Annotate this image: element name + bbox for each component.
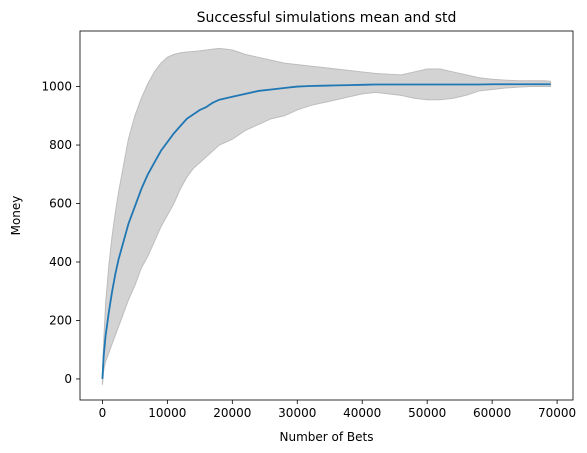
- x-tick-label: 40000: [343, 406, 381, 420]
- y-tick-label: 0: [64, 372, 72, 386]
- y-tick-label: 1000: [41, 80, 72, 94]
- x-tick-label: 0: [99, 406, 107, 420]
- y-axis-label: Money: [9, 196, 23, 236]
- y-axis: 0 200 400 600 800 1000: [41, 80, 80, 386]
- x-tick-label: 60000: [473, 406, 511, 420]
- x-tick-label: 70000: [538, 406, 576, 420]
- y-tick-label: 200: [49, 313, 72, 327]
- y-tick-label: 800: [49, 138, 72, 152]
- x-axis-label: Number of Bets: [280, 430, 374, 444]
- y-tick-label: 600: [49, 197, 72, 211]
- y-tick-label: 400: [49, 255, 72, 269]
- x-tick-label: 10000: [148, 406, 186, 420]
- x-tick-label: 20000: [213, 406, 251, 420]
- mean-line: [101, 83, 551, 379]
- plot-area: [101, 48, 552, 385]
- x-tick-label: 30000: [278, 406, 316, 420]
- axes-frame: [79, 30, 574, 401]
- x-tick-label: 50000: [408, 406, 446, 420]
- x-axis: 0 10000 20000 30000 40000 50000 60000 70000: [99, 400, 576, 420]
- chart-title: Successful simulations mean and std: [197, 10, 457, 26]
- std-band: [101, 48, 552, 385]
